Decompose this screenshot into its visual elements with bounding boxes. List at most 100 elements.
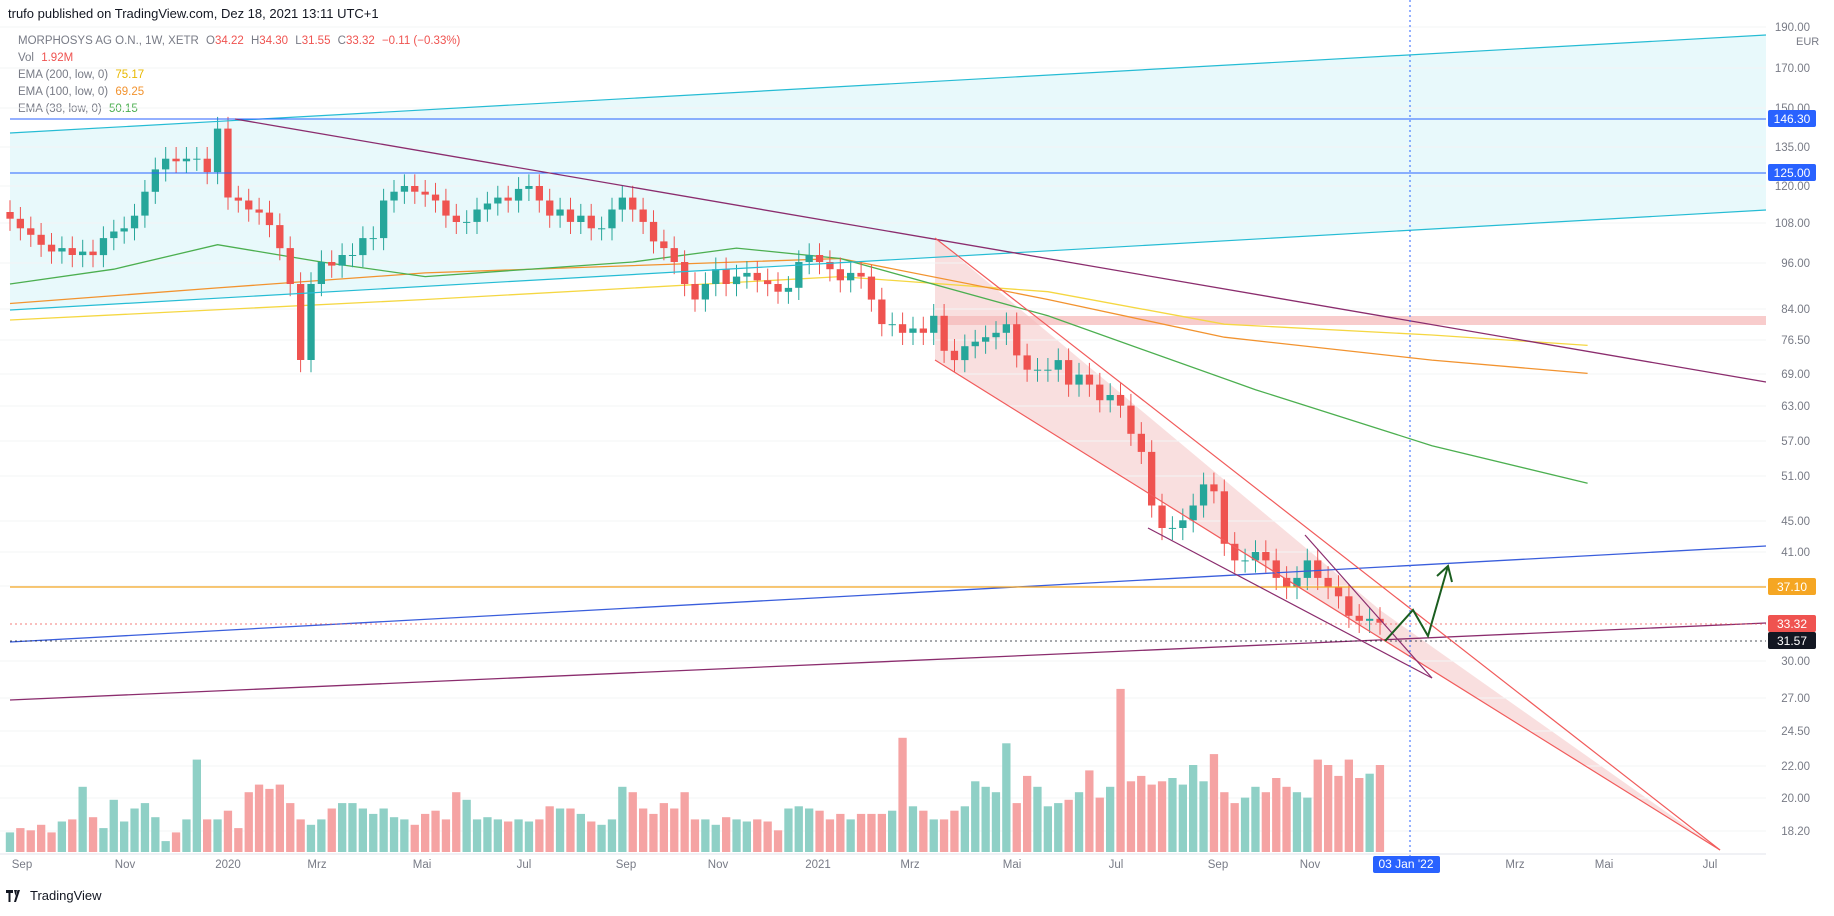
candle xyxy=(1033,369,1042,371)
wedge-lower xyxy=(1147,527,1433,679)
volume-bar xyxy=(939,819,949,852)
date-badge xyxy=(1373,856,1440,873)
volume-bar xyxy=(68,819,77,852)
candle xyxy=(919,328,927,333)
candle xyxy=(1189,505,1197,521)
legend-open: 34.22 xyxy=(215,35,244,47)
volume-bar xyxy=(1033,786,1042,852)
candle xyxy=(400,186,409,192)
volume-bar xyxy=(472,819,482,852)
blue-trendline xyxy=(9,545,1767,643)
candle xyxy=(940,315,948,351)
candle xyxy=(193,158,201,160)
volume-bar xyxy=(877,813,886,852)
price-tick-label: 96.00 xyxy=(1781,258,1810,270)
purple-support xyxy=(9,622,1767,701)
volume-bar xyxy=(1261,792,1270,852)
chart-legend: MORPHOSYS AG O.N., 1W, XETR O34.22 H34.3… xyxy=(18,33,460,118)
purple-downtrend xyxy=(234,118,1767,383)
candle xyxy=(1002,324,1010,333)
volume-bar xyxy=(369,813,378,852)
legend-ema38-value: 50.15 xyxy=(108,103,138,115)
candle xyxy=(1148,451,1156,506)
candle xyxy=(618,197,626,210)
volume-bar xyxy=(1292,792,1302,852)
volume-bar xyxy=(130,808,139,852)
candle xyxy=(712,269,720,284)
volume-bar xyxy=(78,786,87,852)
legend-ema100-value: 69.25 xyxy=(115,86,145,98)
volume-bar xyxy=(275,784,284,852)
volume-bar xyxy=(846,819,855,852)
volume-bar xyxy=(919,810,928,852)
volume-bar xyxy=(161,841,170,852)
volume-bar xyxy=(587,821,596,852)
candle xyxy=(203,158,211,173)
candle xyxy=(795,262,803,288)
volume-bar xyxy=(960,806,969,852)
candle xyxy=(1054,360,1062,370)
time-tick-label: Jul xyxy=(517,859,532,871)
time-tick-label: Jul xyxy=(1109,859,1124,871)
price-tick-label: 51.00 xyxy=(1781,471,1810,483)
legend-symbol: MORPHOSYS AG O.N., 1W, XETR xyxy=(18,35,199,47)
candle xyxy=(1324,577,1332,587)
candle xyxy=(1168,527,1177,529)
candle xyxy=(743,272,751,277)
candle xyxy=(338,255,346,266)
volume-bar xyxy=(1085,770,1094,852)
candle xyxy=(587,215,595,229)
volume-bar xyxy=(950,810,959,852)
price-tick-label: 63.00 xyxy=(1781,401,1810,413)
volume-bar xyxy=(773,830,783,853)
volume-bar xyxy=(1355,778,1364,852)
price-tick-label: 24.50 xyxy=(1781,726,1810,738)
candle xyxy=(566,209,575,222)
projection-arrow xyxy=(1384,565,1449,642)
volume-bar xyxy=(57,821,66,852)
volume-bar xyxy=(348,803,357,852)
volume-bar xyxy=(639,808,648,852)
volume-bar xyxy=(306,824,316,852)
tradingview-footer: TradingView xyxy=(6,888,102,903)
volume-bar xyxy=(1303,797,1312,852)
candle xyxy=(1065,360,1073,385)
legend-symbol-row: MORPHOSYS AG O.N., 1W, XETR O34.22 H34.3… xyxy=(18,33,460,50)
candle xyxy=(1355,615,1363,621)
candle xyxy=(1023,355,1031,370)
legend-vol-label: Vol xyxy=(18,52,34,64)
volume-bar xyxy=(690,819,700,852)
legend-high-label: H xyxy=(250,35,260,47)
volume-bar xyxy=(784,808,793,852)
candle xyxy=(722,269,730,284)
candle xyxy=(1137,433,1145,452)
volume-bar xyxy=(732,819,741,852)
candle xyxy=(930,315,938,333)
cyan-channel-top xyxy=(9,34,1767,134)
price-axis-bg xyxy=(1766,0,1834,868)
candle xyxy=(525,186,533,189)
arrow-head-icon xyxy=(1436,564,1453,583)
time-axis: Sep Nov 2020 Mrz Mai Jul Sep Nov 2021 Mrz Mai Jul Se… xyxy=(0,853,1766,873)
candle xyxy=(411,186,419,192)
volume-bar xyxy=(47,832,56,852)
price-badge xyxy=(1768,632,1816,649)
time-tick-label: 2021 xyxy=(805,859,831,871)
candle xyxy=(681,262,689,284)
candle xyxy=(68,248,76,255)
time-tick-label: Nov xyxy=(115,859,136,871)
legend-ema200-row: EMA (200, low, 0) 75.17 xyxy=(18,67,460,84)
candle xyxy=(1116,395,1125,406)
volume-bar xyxy=(5,832,15,852)
legend-close: 33.32 xyxy=(345,35,375,47)
legend-vol-value: 1.92M xyxy=(41,52,74,64)
candle xyxy=(815,255,824,262)
legend-ema200-value: 75.17 xyxy=(115,69,145,81)
volume-bar xyxy=(421,813,430,852)
red-channel-top xyxy=(934,237,1721,851)
volume-bar xyxy=(192,759,201,852)
candle xyxy=(37,234,45,245)
candle xyxy=(1158,505,1166,528)
candle xyxy=(961,346,969,361)
